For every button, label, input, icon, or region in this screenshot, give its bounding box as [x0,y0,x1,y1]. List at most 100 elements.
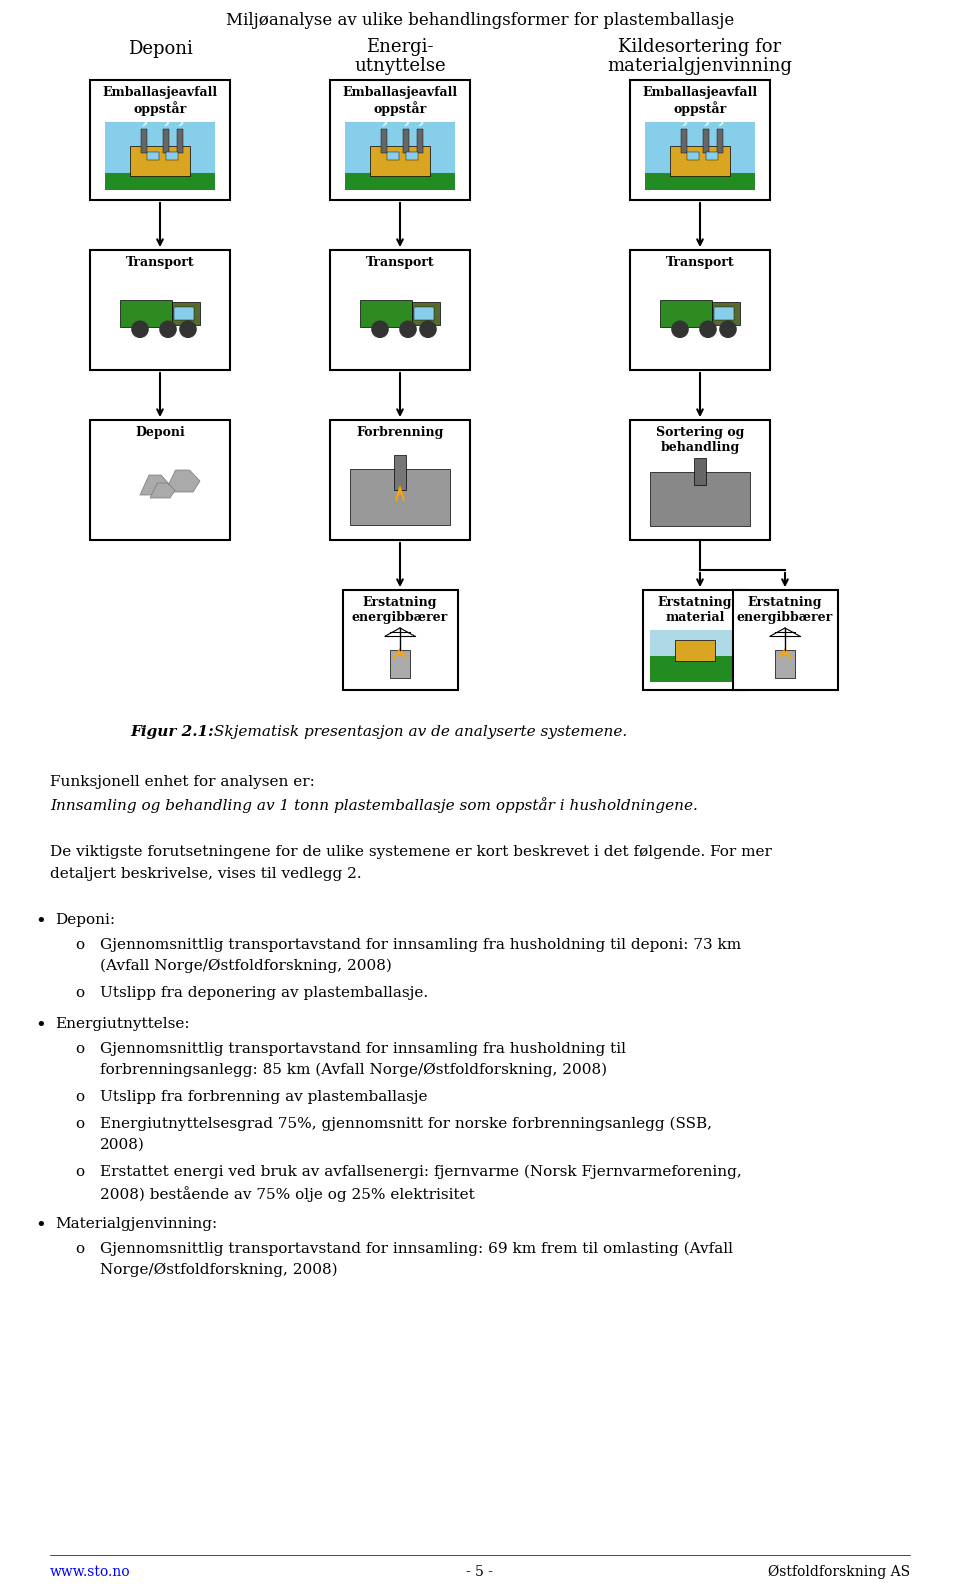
Text: www.sto.no: www.sto.no [50,1564,131,1579]
Text: Miljøanalyse av ulike behandlingsformer for plastemballasje: Miljøanalyse av ulike behandlingsformer … [226,13,734,29]
Text: Erstattet energi ved bruk av avfallsenergi: fjernvarme (Norsk Fjernvarmeforening: Erstattet energi ved bruk av avfallsener… [100,1164,742,1179]
Text: Erstatning
material: Erstatning material [658,596,732,624]
Text: Østfoldforskning AS: Østfoldforskning AS [768,1564,910,1579]
Bar [172,303,200,325]
Bar [120,299,172,327]
Text: Transport: Transport [665,256,734,269]
Bar [370,147,430,177]
Bar [162,129,169,153]
Text: o: o [75,1090,84,1104]
Bar [650,472,750,526]
Bar [350,468,450,526]
Text: 2008) bestående av 75% olje og 25% elektrisitet: 2008) bestående av 75% olje og 25% elekt… [100,1187,475,1201]
Text: Deponi: Deponi [135,425,185,440]
Bar [415,307,434,320]
Bar [630,421,770,540]
Circle shape [420,322,436,338]
Text: Energiutnyttelse:: Energiutnyttelse: [55,1016,190,1031]
Text: o: o [75,1164,84,1179]
Bar [703,129,708,153]
Bar [670,147,731,177]
Text: o: o [75,1042,84,1056]
Bar [675,640,715,661]
Text: Energiutnyttelsesgrad 75%, gjennomsnitt for norske forbrenningsanlegg (SSB,: Energiutnyttelsesgrad 75%, gjennomsnitt … [100,1117,712,1131]
Text: Funksjonell enhet for analysen er:: Funksjonell enhet for analysen er: [50,776,315,789]
Text: Energi-: Energi- [367,38,434,56]
Polygon shape [779,648,791,658]
Circle shape [400,322,416,338]
Bar [90,421,230,540]
Bar [130,147,190,177]
Text: Gjennomsnittlig transportavstand for innsamling fra husholdning til: Gjennomsnittlig transportavstand for inn… [100,1042,626,1056]
Text: Transport: Transport [366,256,434,269]
Text: o: o [75,938,84,953]
Text: Figur 2.1:: Figur 2.1: [130,725,214,739]
Text: Gjennomsnittlig transportavstand for innsamling fra husholdning til deponi: 73 k: Gjennomsnittlig transportavstand for inn… [100,938,741,953]
Text: De viktigste forutsetningene for de ulike systemene er kort beskrevet i det følg: De viktigste forutsetningene for de ulik… [50,844,772,859]
Polygon shape [396,486,404,500]
Text: 2008): 2008) [100,1137,145,1152]
Bar [330,250,470,370]
Text: Emballasjeavfall
oppstår: Emballasjeavfall oppstår [642,86,757,116]
Bar [90,80,230,201]
Text: Transport: Transport [126,256,194,269]
Bar [105,123,215,190]
Text: o: o [75,1243,84,1255]
Polygon shape [165,470,200,492]
Circle shape [720,322,736,338]
Text: detaljert beskrivelse, vises til vedlegg 2.: detaljert beskrivelse, vises til vedlegg… [50,867,362,881]
Bar [650,656,740,682]
Text: Materialgjenvinning:: Materialgjenvinning: [55,1217,217,1231]
Bar [732,589,837,690]
Bar [660,299,712,327]
Circle shape [672,322,688,338]
Text: Deponi: Deponi [128,40,192,57]
Bar [394,456,406,491]
Circle shape [372,322,388,338]
Bar [681,129,686,153]
Bar [717,129,723,153]
Bar [650,629,740,682]
Bar [345,174,455,190]
Text: Erstatning
energibbærer: Erstatning energibbærer [352,596,448,624]
Circle shape [132,322,148,338]
Text: Forbrenning: Forbrenning [356,425,444,440]
Text: Utslipp fra deponering av plastemballasje.: Utslipp fra deponering av plastemballasj… [100,986,428,1000]
Bar [140,129,147,153]
Bar [412,303,440,325]
Text: Skjematisk presentasjon av de analyserte systemene.: Skjematisk presentasjon av de analyserte… [209,725,627,739]
Bar [343,589,458,690]
Text: Sortering og
behandling: Sortering og behandling [656,425,744,454]
Bar [630,80,770,201]
Bar [177,129,182,153]
Bar [775,650,795,677]
Text: materialgjenvinning: materialgjenvinning [608,57,793,75]
Bar [714,307,734,320]
Bar [645,123,755,190]
Text: Kildesortering for: Kildesortering for [618,38,781,56]
Text: Deponi:: Deponi: [55,913,115,927]
Text: forbrenningsanlegg: 85 km (Avfall Norge/Østfoldforskning, 2008): forbrenningsanlegg: 85 km (Avfall Norge/… [100,1063,607,1077]
Bar [90,250,230,370]
Text: •: • [35,1217,46,1235]
Bar [706,151,718,159]
Text: o: o [75,1117,84,1131]
Text: Erstatning
energibbærer: Erstatning energibbærer [737,596,833,624]
Bar [645,174,755,190]
Polygon shape [394,648,406,658]
Text: (Avfall Norge/Østfoldforskning, 2008): (Avfall Norge/Østfoldforskning, 2008) [100,959,392,973]
Text: •: • [35,913,46,930]
Bar [642,589,748,690]
Bar [330,80,470,201]
Bar [402,129,409,153]
Bar [175,307,194,320]
Bar [105,174,215,190]
Bar [712,303,740,325]
Bar [345,123,455,190]
Text: o: o [75,986,84,1000]
Bar [405,151,418,159]
Circle shape [160,322,176,338]
Text: Emballasjeavfall
oppstår: Emballasjeavfall oppstår [103,86,218,116]
Bar [686,151,699,159]
Text: •: • [35,1016,46,1035]
